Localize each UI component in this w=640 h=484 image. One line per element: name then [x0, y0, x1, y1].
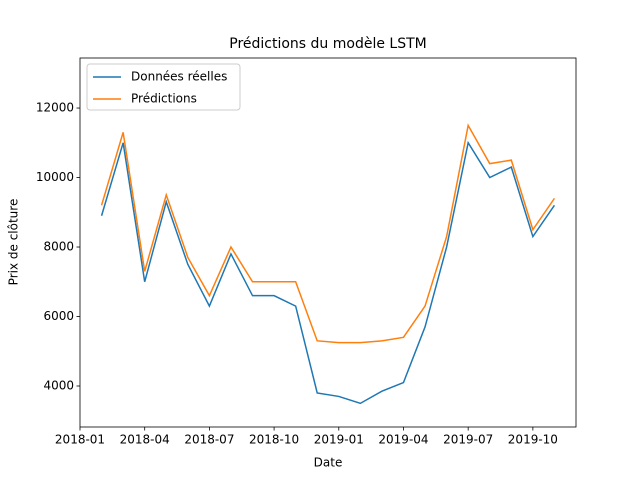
chart-title: Prédictions du modèle LSTM — [229, 36, 426, 52]
y-tick-label: 4000 — [43, 379, 74, 393]
y-tick-label: 6000 — [43, 309, 74, 323]
legend-label: Données réelles — [131, 70, 227, 84]
plot-frame — [79, 57, 577, 428]
y-tick-label: 12000 — [36, 101, 74, 115]
legend-label: Prédictions — [131, 92, 197, 106]
legend-box — [86, 63, 241, 111]
x-tick-label: 2019-10 — [508, 433, 558, 447]
x-tick-label: 2019-04 — [378, 433, 428, 447]
data-line — [100, 123, 556, 344]
x-tick-label: 2018-07 — [184, 433, 234, 447]
x-tick-label: 2018-04 — [120, 433, 170, 447]
y-axis-label: Prix de clôture — [7, 199, 21, 286]
x-tick-label: 2018-10 — [249, 433, 299, 447]
data-line — [100, 140, 556, 405]
x-tick-label: 2018-01 — [55, 433, 105, 447]
x-tick-label: 2019-07 — [443, 433, 493, 447]
x-tick-label: 2019-01 — [314, 433, 364, 447]
y-tick-label: 8000 — [43, 240, 74, 254]
y-tick-label: 10000 — [36, 170, 74, 184]
x-axis-label: Date — [314, 456, 343, 470]
